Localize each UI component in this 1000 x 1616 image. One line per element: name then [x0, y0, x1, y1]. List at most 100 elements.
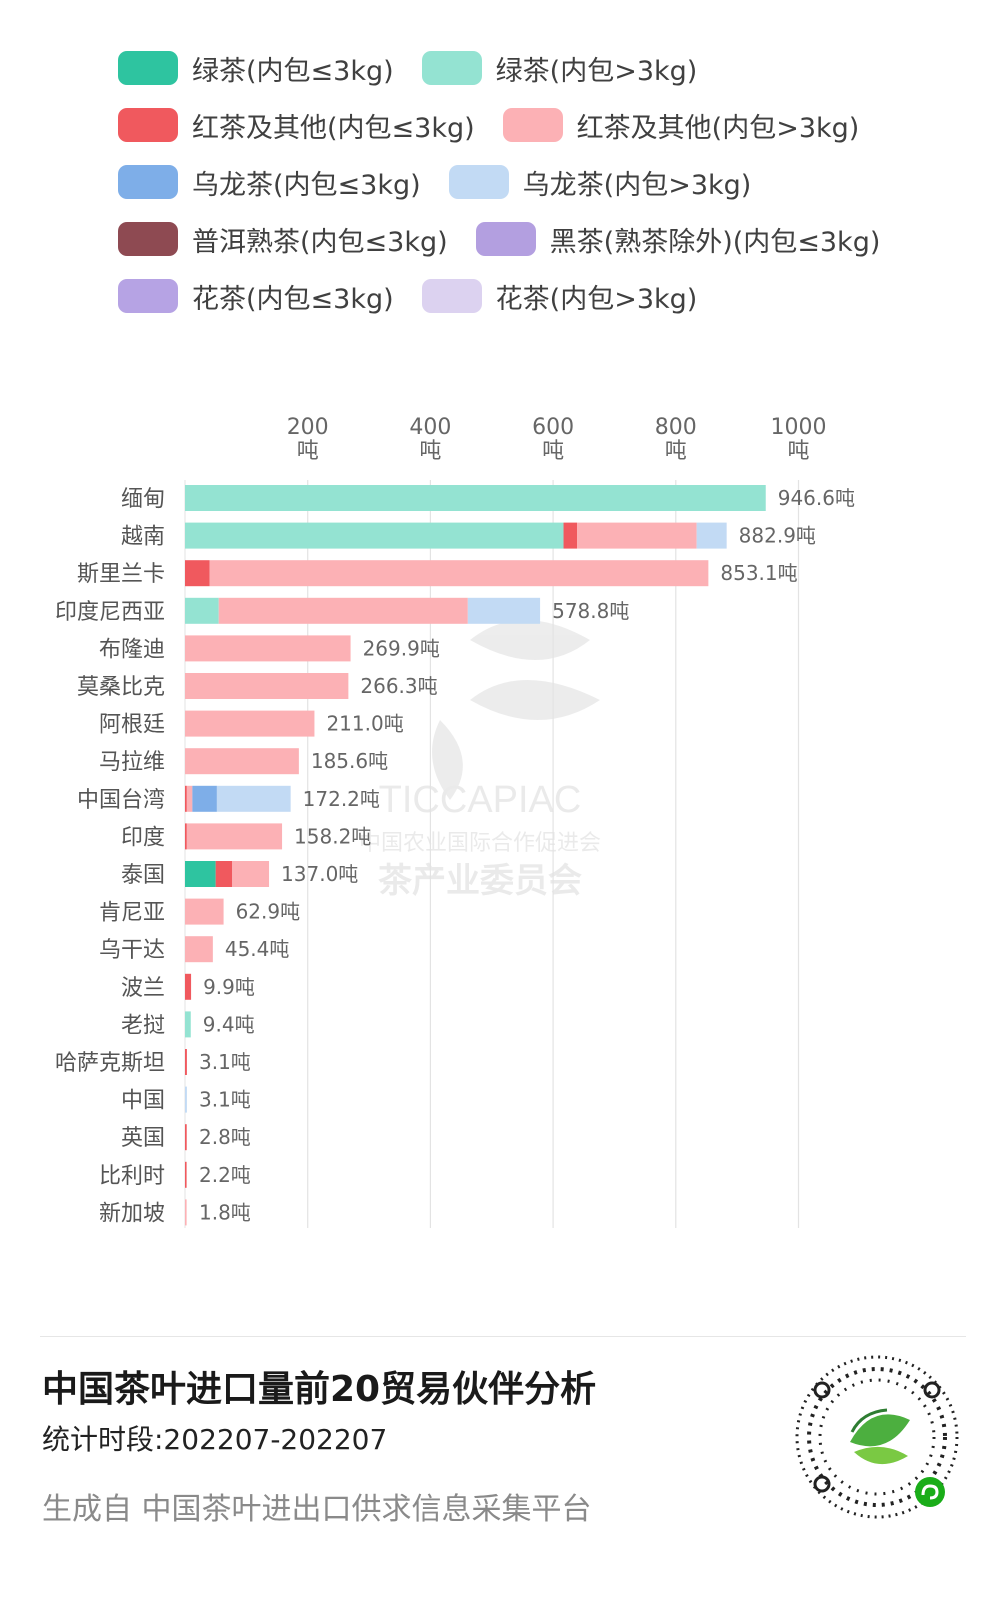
value-label: 853.1吨 — [720, 561, 797, 585]
y-axis-label: 新加坡 — [99, 1201, 165, 1226]
qr-dots-ring — [795, 1355, 959, 1519]
y-axis-label: 斯里兰卡 — [77, 562, 165, 587]
watermark-line1: 中国农业国际合作促进会 — [359, 831, 601, 856]
x-tick-label: 1000 — [771, 415, 827, 440]
legend-swatch — [421, 51, 482, 85]
chart-title: 中国茶叶进口量前20贸易伙伴分析 — [42, 1369, 597, 1410]
y-axis-label: 泰国 — [121, 863, 165, 888]
value-label: 45.4吨 — [225, 937, 290, 961]
mini-program-qr-code[interactable] — [792, 1352, 962, 1522]
legend-item: 花茶(内包≤3kg) — [118, 279, 394, 315]
value-label: 9.4吨 — [203, 1012, 255, 1036]
bar-segment — [577, 522, 697, 549]
value-label: 3.1吨 — [199, 1088, 251, 1112]
value-label: 946.6吨 — [778, 486, 855, 510]
stacked-bar-chart: TICCAPIAC 中国农业国际合作促进会 茶产业委员会 200吨400吨600… — [55, 415, 855, 1228]
x-tick-label: 400 — [409, 415, 451, 440]
value-labels: 946.6吨 882.9吨 853.1吨 578.8吨 269.9吨 266.3吨 211.… — [199, 486, 855, 1224]
bar-segment — [185, 1124, 187, 1151]
y-axis-label: 乌干达 — [99, 938, 165, 963]
bar-segment — [185, 861, 216, 887]
legend-item: 绿茶(内包>3kg) — [421, 51, 697, 87]
mini-program-badge-icon — [915, 1477, 945, 1507]
watermark-brand: TICCAPIAC — [379, 779, 582, 821]
bar-segment — [186, 785, 193, 812]
value-label: 1.8吨 — [199, 1200, 251, 1224]
legend-item: 红茶及其他(内包>3kg) — [502, 108, 860, 144]
bar-segment — [185, 1049, 187, 1075]
bar-segment — [232, 861, 270, 887]
legend-swatch — [475, 222, 536, 256]
legend-label: 红茶及其他(内包≤3kg) — [192, 112, 475, 144]
bar-segment — [185, 973, 192, 1000]
watermark-logo — [432, 620, 600, 800]
legend-item: 普洱熟茶(内包≤3kg) — [118, 222, 448, 258]
y-axis-label: 哈萨克斯坦 — [55, 1051, 165, 1076]
bar-segment — [185, 560, 210, 587]
legend-item: 花茶(内包>3kg) — [421, 279, 698, 315]
x-tick-unit: 吨 — [787, 439, 809, 464]
y-axis-label: 中国 — [121, 1089, 165, 1114]
bars — [185, 485, 766, 1226]
bar-segment — [185, 1086, 187, 1113]
x-tick-unit: 吨 — [297, 439, 319, 464]
legend-label: 花茶(内包>3kg) — [495, 283, 698, 315]
y-axis-label: 越南 — [121, 525, 165, 550]
legend-swatch — [118, 108, 178, 142]
legend-swatch — [118, 222, 178, 256]
y-axis-label: 中国台湾 — [77, 788, 165, 813]
legend-label: 花茶(内包≤3kg) — [192, 283, 394, 315]
legend-swatch — [448, 165, 509, 199]
legend-label: 普洱熟茶(内包≤3kg) — [192, 226, 448, 258]
value-label: 2.8吨 — [199, 1125, 251, 1149]
y-axis-label: 莫桑比克 — [77, 675, 165, 700]
bar-segment — [185, 1199, 187, 1226]
bar-segment — [185, 898, 224, 925]
x-tick-unit: 吨 — [542, 439, 564, 464]
bar-segment — [185, 1161, 187, 1188]
y-axis-label: 波兰 — [121, 976, 165, 1001]
bar-segment — [186, 823, 283, 850]
y-axis-label: 印度尼西亚 — [55, 600, 165, 625]
bar-segment — [185, 635, 351, 662]
legend-label: 乌龙茶(内包>3kg) — [522, 169, 752, 201]
y-axis-label: 布隆迪 — [99, 637, 165, 662]
value-label: 158.2吨 — [294, 824, 371, 848]
value-label: 62.9吨 — [236, 900, 301, 924]
bar-segment — [185, 597, 219, 624]
bar-segment — [185, 673, 349, 699]
x-tick-unit: 吨 — [665, 439, 687, 464]
bar-segment — [467, 597, 541, 624]
watermark: TICCAPIAC 中国农业国际合作促进会 茶产业委员会 — [359, 620, 601, 901]
bar-segment — [185, 785, 187, 812]
legend-item: 红茶及其他(内包≤3kg) — [118, 108, 475, 144]
y-axis-label: 肯尼亚 — [99, 901, 165, 926]
x-tick-label: 600 — [532, 415, 574, 440]
y-axis-label: 阿根廷 — [99, 713, 165, 738]
watermark-line2: 茶产业委员会 — [378, 861, 582, 901]
bar-segment — [563, 522, 578, 549]
value-label: 9.9吨 — [203, 975, 255, 999]
bar-segment — [185, 823, 187, 850]
y-axis-label: 老挝 — [121, 1013, 165, 1038]
legend-label: 黑茶(熟茶除外)(内包≤3kg) — [549, 226, 881, 258]
footer-divider — [40, 1336, 966, 1337]
legend-swatch — [118, 279, 178, 313]
x-tick-label: 800 — [655, 415, 697, 440]
value-label: 172.2吨 — [303, 787, 380, 811]
bar-segment — [209, 560, 709, 587]
value-label: 269.9吨 — [363, 636, 440, 660]
value-label: 211.0吨 — [326, 712, 403, 736]
y-axis-label: 缅甸 — [121, 487, 165, 512]
legend-swatch — [502, 108, 563, 142]
legend-label: 红茶及其他(内包>3kg) — [576, 112, 860, 144]
x-tick-unit: 吨 — [419, 439, 441, 464]
bar-segment — [696, 522, 727, 549]
chart-legend: 绿茶(内包≤3kg) 绿茶(内包>3kg) 红茶及其他(内包≤3kg) 红茶及其他(内… — [0, 0, 1000, 340]
bar-segment — [185, 485, 766, 511]
legend-item: 黑茶(熟茶除外)(内包≤3kg) — [475, 222, 881, 258]
bar-segment — [185, 710, 315, 737]
y-axis-labels: 缅甸越南斯里兰卡印度尼西亚布隆迪莫桑比克阿根廷马拉维中国台湾印度泰国肯尼亚乌干达… — [55, 487, 165, 1226]
value-label: 185.6吨 — [311, 749, 388, 773]
bar-segment — [192, 785, 217, 812]
